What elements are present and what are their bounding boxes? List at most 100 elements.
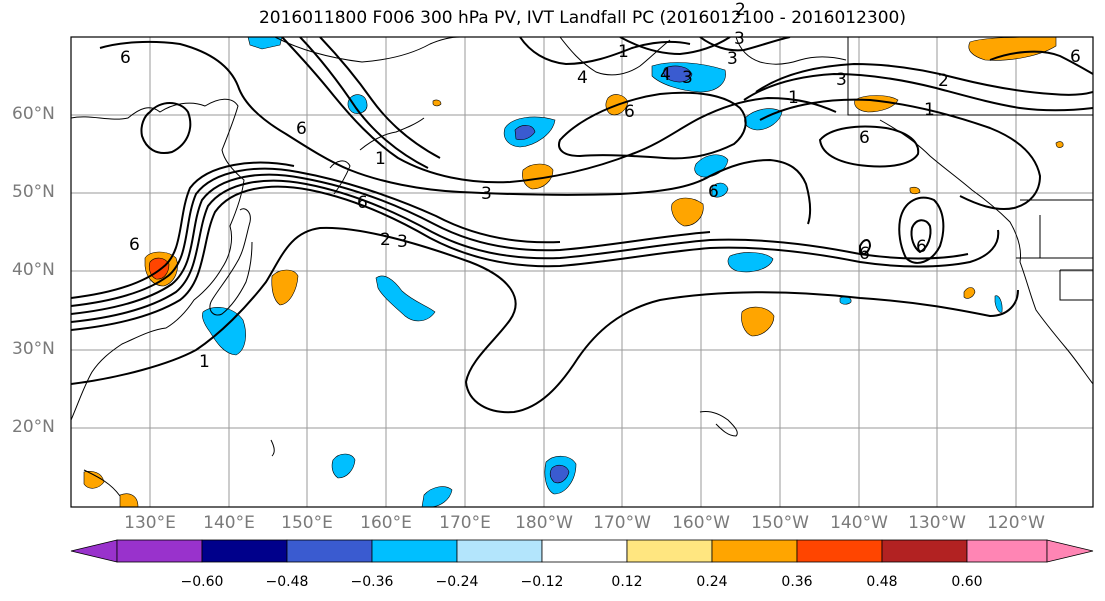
neg-blob xyxy=(994,295,1003,313)
contour-label: 2 xyxy=(938,71,949,91)
contour-label: 6 xyxy=(129,235,140,255)
contour-line xyxy=(319,37,441,159)
colorbar-swatch xyxy=(371,539,458,563)
neg-blob xyxy=(727,252,774,273)
colorbar-extend-high xyxy=(1046,539,1094,563)
contour-line xyxy=(910,219,932,254)
pv-contours xyxy=(71,37,1093,414)
contour-label: 4 xyxy=(577,68,588,88)
contour-label: 3 xyxy=(836,70,847,90)
contour-label: 3 xyxy=(727,49,738,69)
contour-label: 2 xyxy=(380,230,391,250)
lon-label: 170°W xyxy=(593,513,651,533)
contour-label: 3 xyxy=(682,68,693,88)
contour-line xyxy=(71,226,1019,414)
contour-line xyxy=(299,37,429,169)
colorbar-tick-label: 0.24 xyxy=(696,574,728,590)
contour-line xyxy=(99,40,812,225)
neg-blob-inner xyxy=(549,464,570,484)
colorbar-tick-label: −0.60 xyxy=(180,574,224,590)
neg-blob xyxy=(247,37,283,50)
neg-blob xyxy=(331,453,356,479)
colorbar-swatch xyxy=(116,539,203,563)
lat-label: 20°N xyxy=(12,417,55,437)
colorbar-swatch xyxy=(456,539,543,563)
colorbar-swatch xyxy=(881,539,968,563)
contour-label: 1 xyxy=(618,42,629,62)
contour-line xyxy=(755,62,1093,96)
contour-line xyxy=(818,125,920,168)
pos-blob xyxy=(963,287,976,299)
lon-label: 120°W xyxy=(987,513,1045,533)
pos-blob xyxy=(1055,141,1064,148)
contour-label: 6 xyxy=(859,244,870,264)
contour-label: 4 xyxy=(660,65,671,85)
colorbar-swatch xyxy=(286,539,373,563)
neg-blob-inner xyxy=(663,65,693,83)
colorbar-tick-label: −0.12 xyxy=(520,574,564,590)
contour-line xyxy=(743,72,1093,112)
lat-label: 50°N xyxy=(12,182,55,202)
pos-blob xyxy=(741,306,775,337)
contour-line xyxy=(759,98,1042,210)
lon-label: 170°E xyxy=(439,513,491,533)
contour-line xyxy=(281,37,837,184)
colorbar-tick-label: 0.48 xyxy=(866,574,898,590)
colorbar-tick-label: −0.36 xyxy=(350,574,394,590)
contour-line xyxy=(71,185,1000,331)
lon-label: 140°E xyxy=(203,513,255,533)
contour-label: 6 xyxy=(1070,47,1081,67)
map-border xyxy=(70,36,1094,508)
contour-line xyxy=(71,173,711,315)
contour-label: 3 xyxy=(481,184,492,204)
contour-line xyxy=(859,239,872,255)
colorbar-swatch xyxy=(626,539,713,563)
colorbar-tick-label: 0.12 xyxy=(611,574,643,590)
lon-label: 180°W xyxy=(515,513,573,533)
colorbar-tick-label: 0.60 xyxy=(951,574,983,590)
lon-label: 160°W xyxy=(672,513,730,533)
contour-label: 6 xyxy=(916,237,927,257)
contour-label: 3 xyxy=(734,29,745,49)
neg-blob xyxy=(375,275,436,322)
pos-blob xyxy=(968,37,1057,61)
contour-label: 6 xyxy=(120,48,131,68)
contour-label: 1 xyxy=(199,352,210,372)
contour-label: 1 xyxy=(788,88,799,108)
contour-label: 1 xyxy=(375,149,386,169)
lon-label: 160°E xyxy=(360,513,412,533)
lat-label: 40°N xyxy=(12,260,55,280)
colorbar-tick-label: −0.48 xyxy=(265,574,309,590)
map-title: 2016011800 F006 300 hPa PV, IVT Landfall… xyxy=(258,8,906,28)
neg-blob xyxy=(202,307,246,356)
contour-label: 3 xyxy=(397,232,408,252)
gridlines xyxy=(71,37,1093,507)
pos-blob xyxy=(432,99,442,107)
colorbar-swatch xyxy=(541,539,628,563)
contour-label: 6 xyxy=(859,128,870,148)
contour-line xyxy=(519,37,691,66)
contour-label: 1 xyxy=(924,100,935,120)
lon-label: 150°W xyxy=(751,513,809,533)
colorbar-tick-label: −0.24 xyxy=(435,574,479,590)
lon-label: 130°W xyxy=(908,513,966,533)
contour-line xyxy=(71,179,969,323)
pos-blob xyxy=(119,493,139,507)
contour-line xyxy=(898,196,945,264)
lon-label: 130°E xyxy=(124,513,176,533)
contour-line xyxy=(699,37,791,52)
lon-label: 150°E xyxy=(281,513,333,533)
contour-label: 6 xyxy=(708,182,719,202)
lat-label: 60°N xyxy=(12,104,55,124)
lat-label: 30°N xyxy=(12,339,55,359)
contour-line xyxy=(989,50,1093,75)
neg-blob xyxy=(711,182,729,198)
contour-label: 2 xyxy=(735,0,746,20)
contour-line xyxy=(619,37,731,56)
contour-label: 6 xyxy=(296,119,307,139)
pos-blob xyxy=(83,471,105,489)
colorbar-swatch xyxy=(966,539,1048,563)
contour-labels: 6 6 6 1 6 3 2 3 3 4 1 6 3 4 1 6 6 6 1 2 … xyxy=(120,0,1081,372)
map-frame xyxy=(71,37,1093,507)
